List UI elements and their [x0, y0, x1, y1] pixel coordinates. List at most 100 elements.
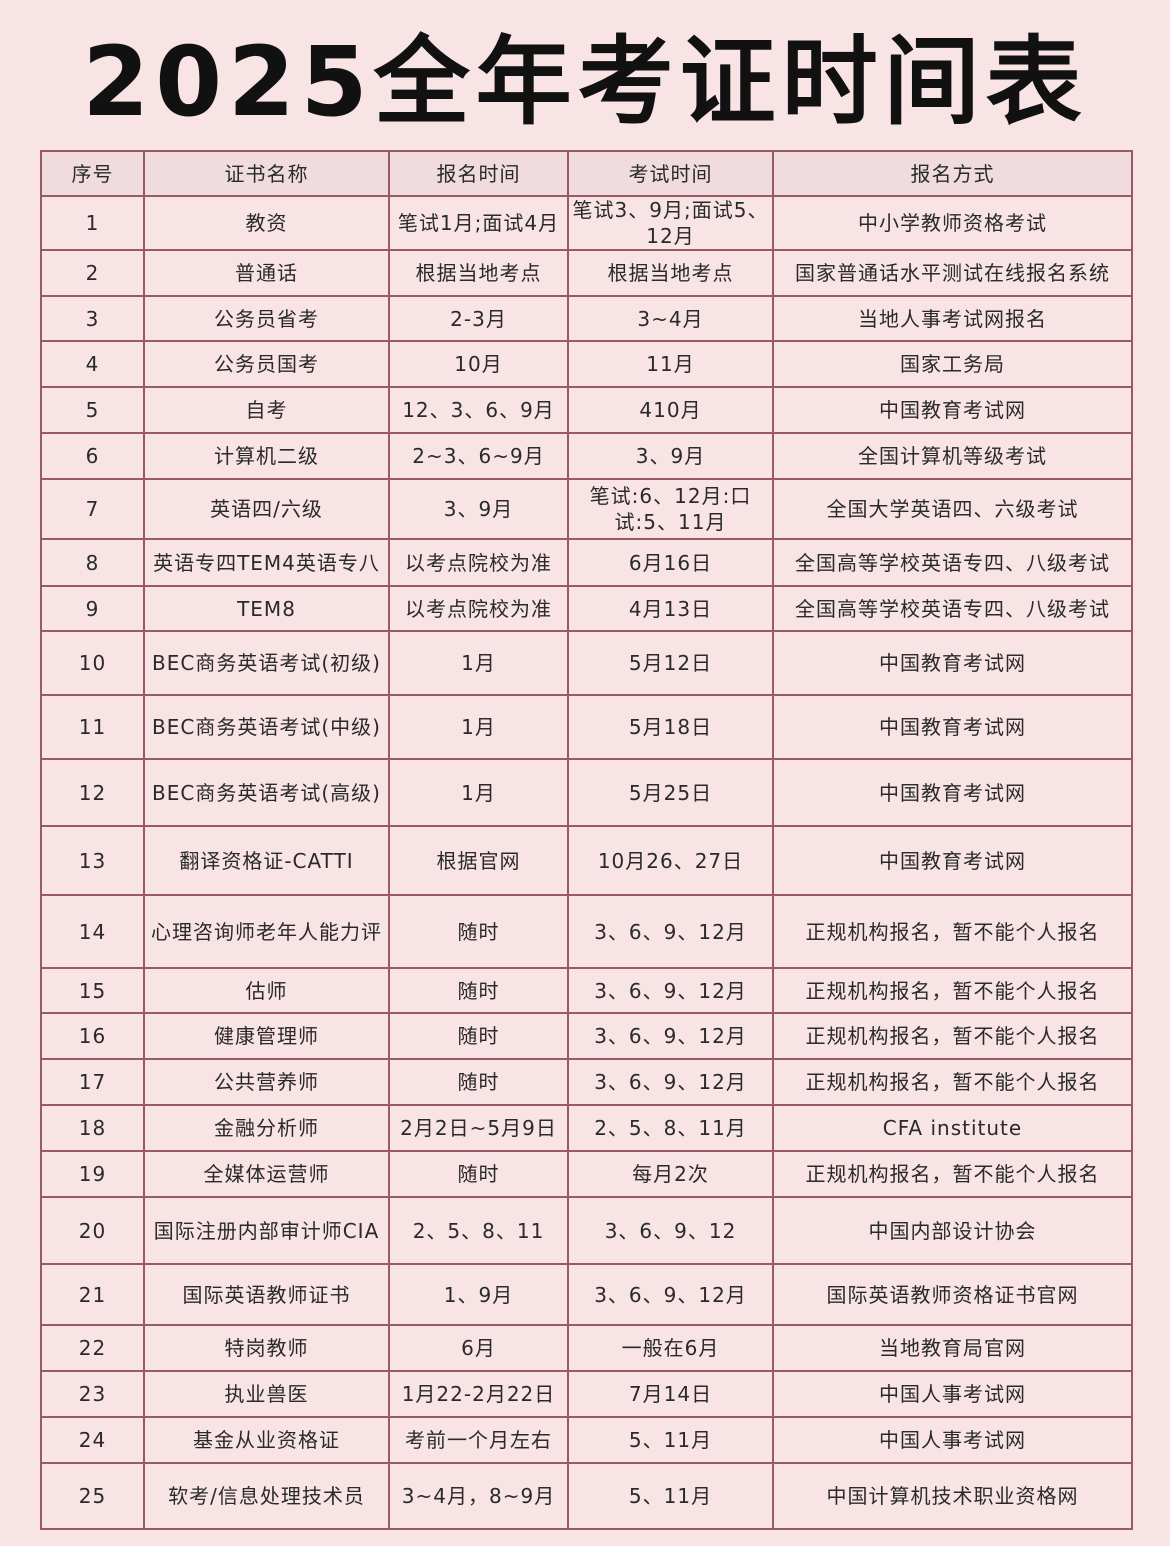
cell-certificate-name: 软考/信息处理技术员	[143, 1462, 390, 1530]
cell-index: 16	[40, 1012, 145, 1060]
cell-registration-method: 国际英语教师资格证书官网	[772, 1263, 1133, 1326]
cell-certificate-name: 国际注册内部审计师CIA	[143, 1196, 390, 1265]
cell-exam-time: 3、6、9、12月	[567, 1058, 774, 1106]
cell-exam-time: 7月14日	[567, 1370, 774, 1418]
cell-registration-time: 1、9月	[388, 1263, 569, 1326]
cell-certificate-name: 公务员国考	[143, 340, 390, 388]
cell-certificate-name: 计算机二级	[143, 432, 390, 480]
cell-index: 2	[40, 249, 145, 297]
cell-index: 15	[40, 967, 145, 1014]
cell-registration-method: 中国教育考试网	[772, 386, 1133, 434]
cell-registration-time: 3~4月，8~9月	[388, 1462, 569, 1530]
cell-index: 5	[40, 386, 145, 434]
cell-registration-method: 中国计算机技术职业资格网	[772, 1462, 1133, 1530]
cell-exam-time: 4月13日	[567, 585, 774, 632]
cell-certificate-name: BEC商务英语考试(高级)	[143, 758, 390, 827]
cell-certificate-name: 公务员省考	[143, 295, 390, 342]
cell-registration-method: 当地人事考试网报名	[772, 295, 1133, 342]
cell-exam-time: 3、6、9、12	[567, 1196, 774, 1265]
cell-exam-time: 3、6、9、12月	[567, 1263, 774, 1326]
cell-index: 1	[40, 195, 145, 251]
cell-registration-time: 10月	[388, 340, 569, 388]
cell-registration-time: 1月	[388, 694, 569, 760]
cell-certificate-name: 金融分析师	[143, 1104, 390, 1152]
cell-certificate-name: 心理咨询师老年人能力评	[143, 894, 390, 969]
table-row: 9 TEM8 以考点院校为准 4月13日 全国高等学校英语专四、八级考试	[40, 585, 1133, 632]
cell-index: 25	[40, 1462, 145, 1530]
cell-index: 19	[40, 1150, 145, 1198]
cell-index: 6	[40, 432, 145, 480]
cell-exam-time: 3、6、9、12月	[567, 967, 774, 1014]
cell-registration-method: 全国高等学校英语专四、八级考试	[772, 538, 1133, 587]
table-row: 23 执业兽医 1月22-2月22日 7月14日 中国人事考试网	[40, 1370, 1133, 1418]
cell-index: 23	[40, 1370, 145, 1418]
table-row: 13 翻译资格证-CATTI 根据官网 10月26、27日 中国教育考试网	[40, 825, 1133, 896]
cell-certificate-name: 公共营养师	[143, 1058, 390, 1106]
table-row: 4 公务员国考 10月 11月 国家工务局	[40, 340, 1133, 388]
cell-certificate-name: 英语专四TEM4英语专八	[143, 538, 390, 587]
table-row: 15 估师 随时 3、6、9、12月 正规机构报名，暂不能个人报名	[40, 967, 1133, 1014]
cell-registration-method: 中国教育考试网	[772, 825, 1133, 896]
cell-certificate-name: 执业兽医	[143, 1370, 390, 1418]
cell-registration-time: 1月	[388, 630, 569, 696]
cell-exam-time: 6月16日	[567, 538, 774, 587]
cell-exam-time: 3、9月	[567, 432, 774, 480]
cell-certificate-name: 翻译资格证-CATTI	[143, 825, 390, 896]
cell-registration-method: 正规机构报名，暂不能个人报名	[772, 1012, 1133, 1060]
cell-registration-time: 随时	[388, 1058, 569, 1106]
cell-certificate-name: 国际英语教师证书	[143, 1263, 390, 1326]
table-row: 12 BEC商务英语考试(高级) 1月 5月25日 中国教育考试网	[40, 758, 1133, 827]
table-row: 18 金融分析师 2月2日~5月9日 2、5、8、11月 CFA institute	[40, 1104, 1133, 1152]
cell-exam-time: 5月12日	[567, 630, 774, 696]
cell-certificate-name: 特岗教师	[143, 1324, 390, 1372]
column-header-index: 序号	[40, 150, 145, 197]
cell-index: 10	[40, 630, 145, 696]
cell-exam-time: 笔试3、9月;面试5、12月	[567, 195, 774, 251]
table-row: 19 全媒体运营师 随时 每月2次 正规机构报名，暂不能个人报名	[40, 1150, 1133, 1198]
cell-index: 7	[40, 478, 145, 540]
cell-index: 3	[40, 295, 145, 342]
cell-registration-time: 2-3月	[388, 295, 569, 342]
cell-index: 13	[40, 825, 145, 896]
cell-exam-time: 5月25日	[567, 758, 774, 827]
cell-registration-method: 正规机构报名，暂不能个人报名	[772, 1058, 1133, 1106]
cell-registration-method: 国家工务局	[772, 340, 1133, 388]
cell-registration-time: 随时	[388, 894, 569, 969]
cell-index: 21	[40, 1263, 145, 1326]
cell-registration-method: 中国人事考试网	[772, 1416, 1133, 1464]
table-row: 7 英语四/六级 3、9月 笔试:6、12月:口试:5、11月 全国大学英语四、六级考试	[40, 478, 1133, 540]
table-row: 1 教资 笔试1月;面试4月 笔试3、9月;面试5、12月 中小学教师资格考试	[40, 195, 1133, 251]
cell-index: 18	[40, 1104, 145, 1152]
table-row: 3 公务员省考 2-3月 3~4月 当地人事考试网报名	[40, 295, 1133, 342]
cell-registration-time: 考前一个月左右	[388, 1416, 569, 1464]
cell-registration-time: 随时	[388, 967, 569, 1014]
cell-registration-time: 6月	[388, 1324, 569, 1372]
cell-index: 8	[40, 538, 145, 587]
cell-exam-time: 5月18日	[567, 694, 774, 760]
cell-registration-method: 正规机构报名，暂不能个人报名	[772, 894, 1133, 969]
cell-registration-method: 中国内部设计协会	[772, 1196, 1133, 1265]
cell-index: 11	[40, 694, 145, 760]
cell-certificate-name: 基金从业资格证	[143, 1416, 390, 1464]
cell-registration-time: 1月22-2月22日	[388, 1370, 569, 1418]
cell-exam-time: 根据当地考点	[567, 249, 774, 297]
cell-registration-time: 笔试1月;面试4月	[388, 195, 569, 251]
cell-registration-method: 正规机构报名，暂不能个人报名	[772, 967, 1133, 1014]
cell-registration-method: 全国高等学校英语专四、八级考试	[772, 585, 1133, 632]
cell-certificate-name: 英语四/六级	[143, 478, 390, 540]
cell-certificate-name: 估师	[143, 967, 390, 1014]
cell-exam-time: 5、11月	[567, 1416, 774, 1464]
cell-certificate-name: 健康管理师	[143, 1012, 390, 1060]
cell-registration-method: 中国教育考试网	[772, 694, 1133, 760]
cell-index: 22	[40, 1324, 145, 1372]
table-row: 20 国际注册内部审计师CIA 2、5、8、11 3、6、9、12 中国内部设计协会	[40, 1196, 1133, 1265]
cell-registration-time: 随时	[388, 1150, 569, 1198]
cell-registration-method: 中国教育考试网	[772, 630, 1133, 696]
table-row: 8 英语专四TEM4英语专八 以考点院校为准 6月16日 全国高等学校英语专四、八级考试	[40, 538, 1133, 587]
cell-exam-time: 3~4月	[567, 295, 774, 342]
cell-index: 14	[40, 894, 145, 969]
cell-registration-time: 12、3、6、9月	[388, 386, 569, 434]
table-row: 25 软考/信息处理技术员 3~4月，8~9月 5、11月 中国计算机技术职业资格网	[40, 1462, 1133, 1530]
cell-registration-method: 正规机构报名，暂不能个人报名	[772, 1150, 1133, 1198]
column-header-exam-time: 考试时间	[567, 150, 774, 197]
